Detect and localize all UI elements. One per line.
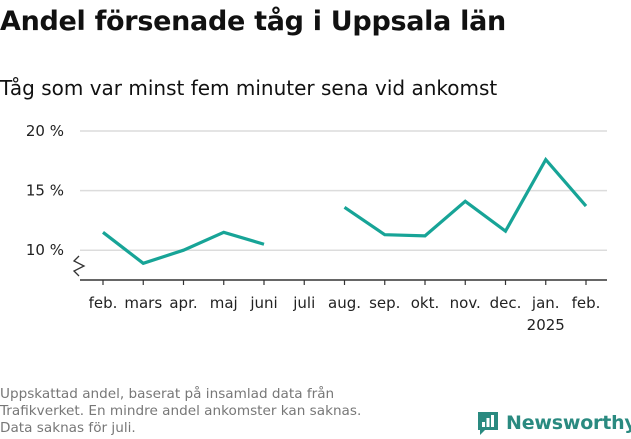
x-axis — [72, 255, 607, 285]
x-tick-label: apr. — [169, 294, 197, 312]
y-tick-label: 15 % — [26, 182, 64, 200]
x-axis-ticks: feb. mars apr. maj juni juli aug. sep. okt. nov. d… — [89, 294, 601, 334]
newsworthy-logo: Newsworthy — [476, 409, 631, 437]
series-lines — [102, 156, 588, 266]
x-tick-label: feb. — [89, 294, 118, 312]
x-tick-label: feb. — [572, 294, 601, 312]
x-tick-label: maj — [210, 294, 238, 312]
line-chart: 10 % 15 % 20 % feb. mars apr. maj juni juli aug.… — [26, 122, 607, 334]
y-axis-ticks: 10 % 15 % 20 % — [26, 122, 64, 259]
brand-name: Newsworthy — [506, 412, 631, 434]
series-line — [102, 230, 265, 266]
series-line — [343, 156, 588, 238]
footnote-line: Trafikverket. En mindre andel ankomster … — [0, 403, 362, 419]
x-tick-label: sep. — [369, 294, 400, 312]
x-tick-label: okt. — [411, 294, 440, 312]
x-tick-label: mars — [124, 294, 162, 312]
x-tick-label: juli — [292, 294, 315, 312]
x-tick-label: juni — [249, 294, 277, 312]
y-tick-label: 20 % — [26, 122, 64, 140]
x-tick-label: jan. — [531, 294, 560, 312]
footnote-line: Uppskattad andel, baserat på insamlad da… — [0, 386, 335, 402]
footnote: Uppskattad andel, baserat på insamlad da… — [0, 386, 450, 437]
newsworthy-logo-icon — [478, 412, 498, 435]
x-year-label: 2025 — [527, 316, 565, 334]
axis-break-icon — [72, 255, 86, 277]
chart-subtitle: Tåg som var minst fem minuter sena vid a… — [0, 76, 498, 100]
x-tick-label: nov. — [450, 294, 481, 312]
footnote-line: Data saknas för juli. — [0, 420, 136, 436]
x-tick-label: aug. — [328, 294, 361, 312]
x-tick-label: dec. — [490, 294, 522, 312]
chart-title: Andel försenade tåg i Uppsala län — [0, 6, 506, 37]
grid-lines — [80, 130, 607, 251]
y-tick-label: 10 % — [26, 241, 64, 259]
